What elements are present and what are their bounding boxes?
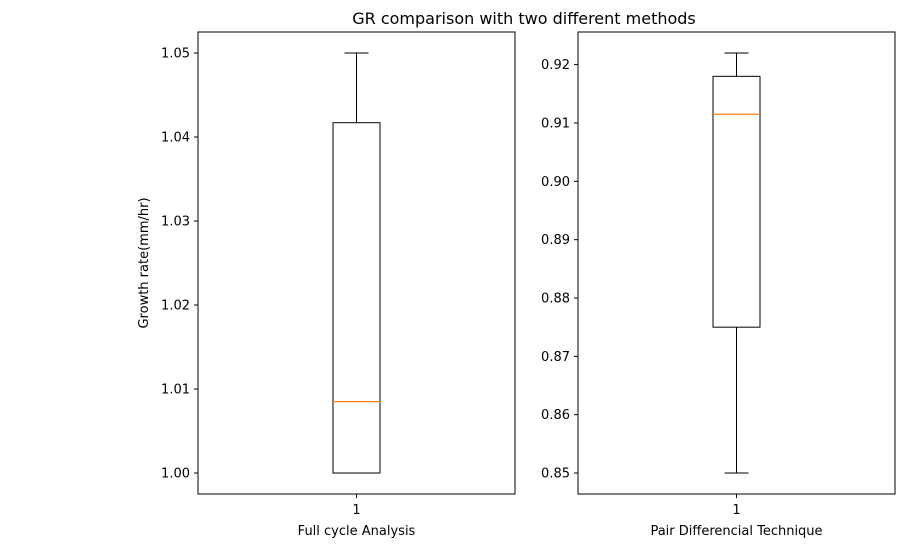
y-tick-label: 0.92 <box>541 58 570 73</box>
box-plot <box>712 52 761 474</box>
x-axis: 1 <box>352 494 361 518</box>
y-tick-label: 0.89 <box>541 233 570 248</box>
x-axis-label: Pair Differencial Technique <box>650 524 822 539</box>
y-tick-label: 0.86 <box>541 408 570 423</box>
panel-right: 0.85 0.86 0.87 0.88 0.89 0.90 0.91 0.92 1 Pair … <box>541 31 896 539</box>
y-axis-label: Growth rate(mm/hr) <box>137 197 152 328</box>
y-tick-label: 1.00 <box>161 467 190 482</box>
y-tick-label: 0.90 <box>541 175 570 190</box>
y-axis: 1.00 1.01 1.02 1.03 1.04 1.05 <box>161 47 198 482</box>
figure-title: GR comparison with two different methods <box>352 9 696 28</box>
y-tick-label: 1.01 <box>161 383 190 398</box>
y-tick-label: 0.91 <box>541 117 570 132</box>
y-axis: 0.85 0.86 0.87 0.88 0.89 0.90 0.91 0.92 <box>541 58 578 482</box>
x-tick-label: 1 <box>352 503 360 518</box>
y-tick-label: 1.03 <box>161 215 190 230</box>
x-tick-label: 1 <box>732 503 740 518</box>
box-plot <box>332 52 381 474</box>
y-tick-label: 1.04 <box>161 131 190 146</box>
y-tick-label: 1.05 <box>161 47 190 62</box>
y-tick-label: 0.87 <box>541 350 570 365</box>
y-tick-label: 0.85 <box>541 467 570 482</box>
box <box>332 122 381 474</box>
box <box>712 75 761 328</box>
y-tick-label: 0.88 <box>541 292 570 307</box>
y-tick-label: 1.02 <box>161 299 190 314</box>
x-axis: 1 <box>732 494 741 518</box>
panel-left: 1.00 1.01 1.02 1.03 1.04 1.05 1 Full cycle An… <box>137 31 516 539</box>
x-axis-label: Full cycle Analysis <box>298 524 416 539</box>
